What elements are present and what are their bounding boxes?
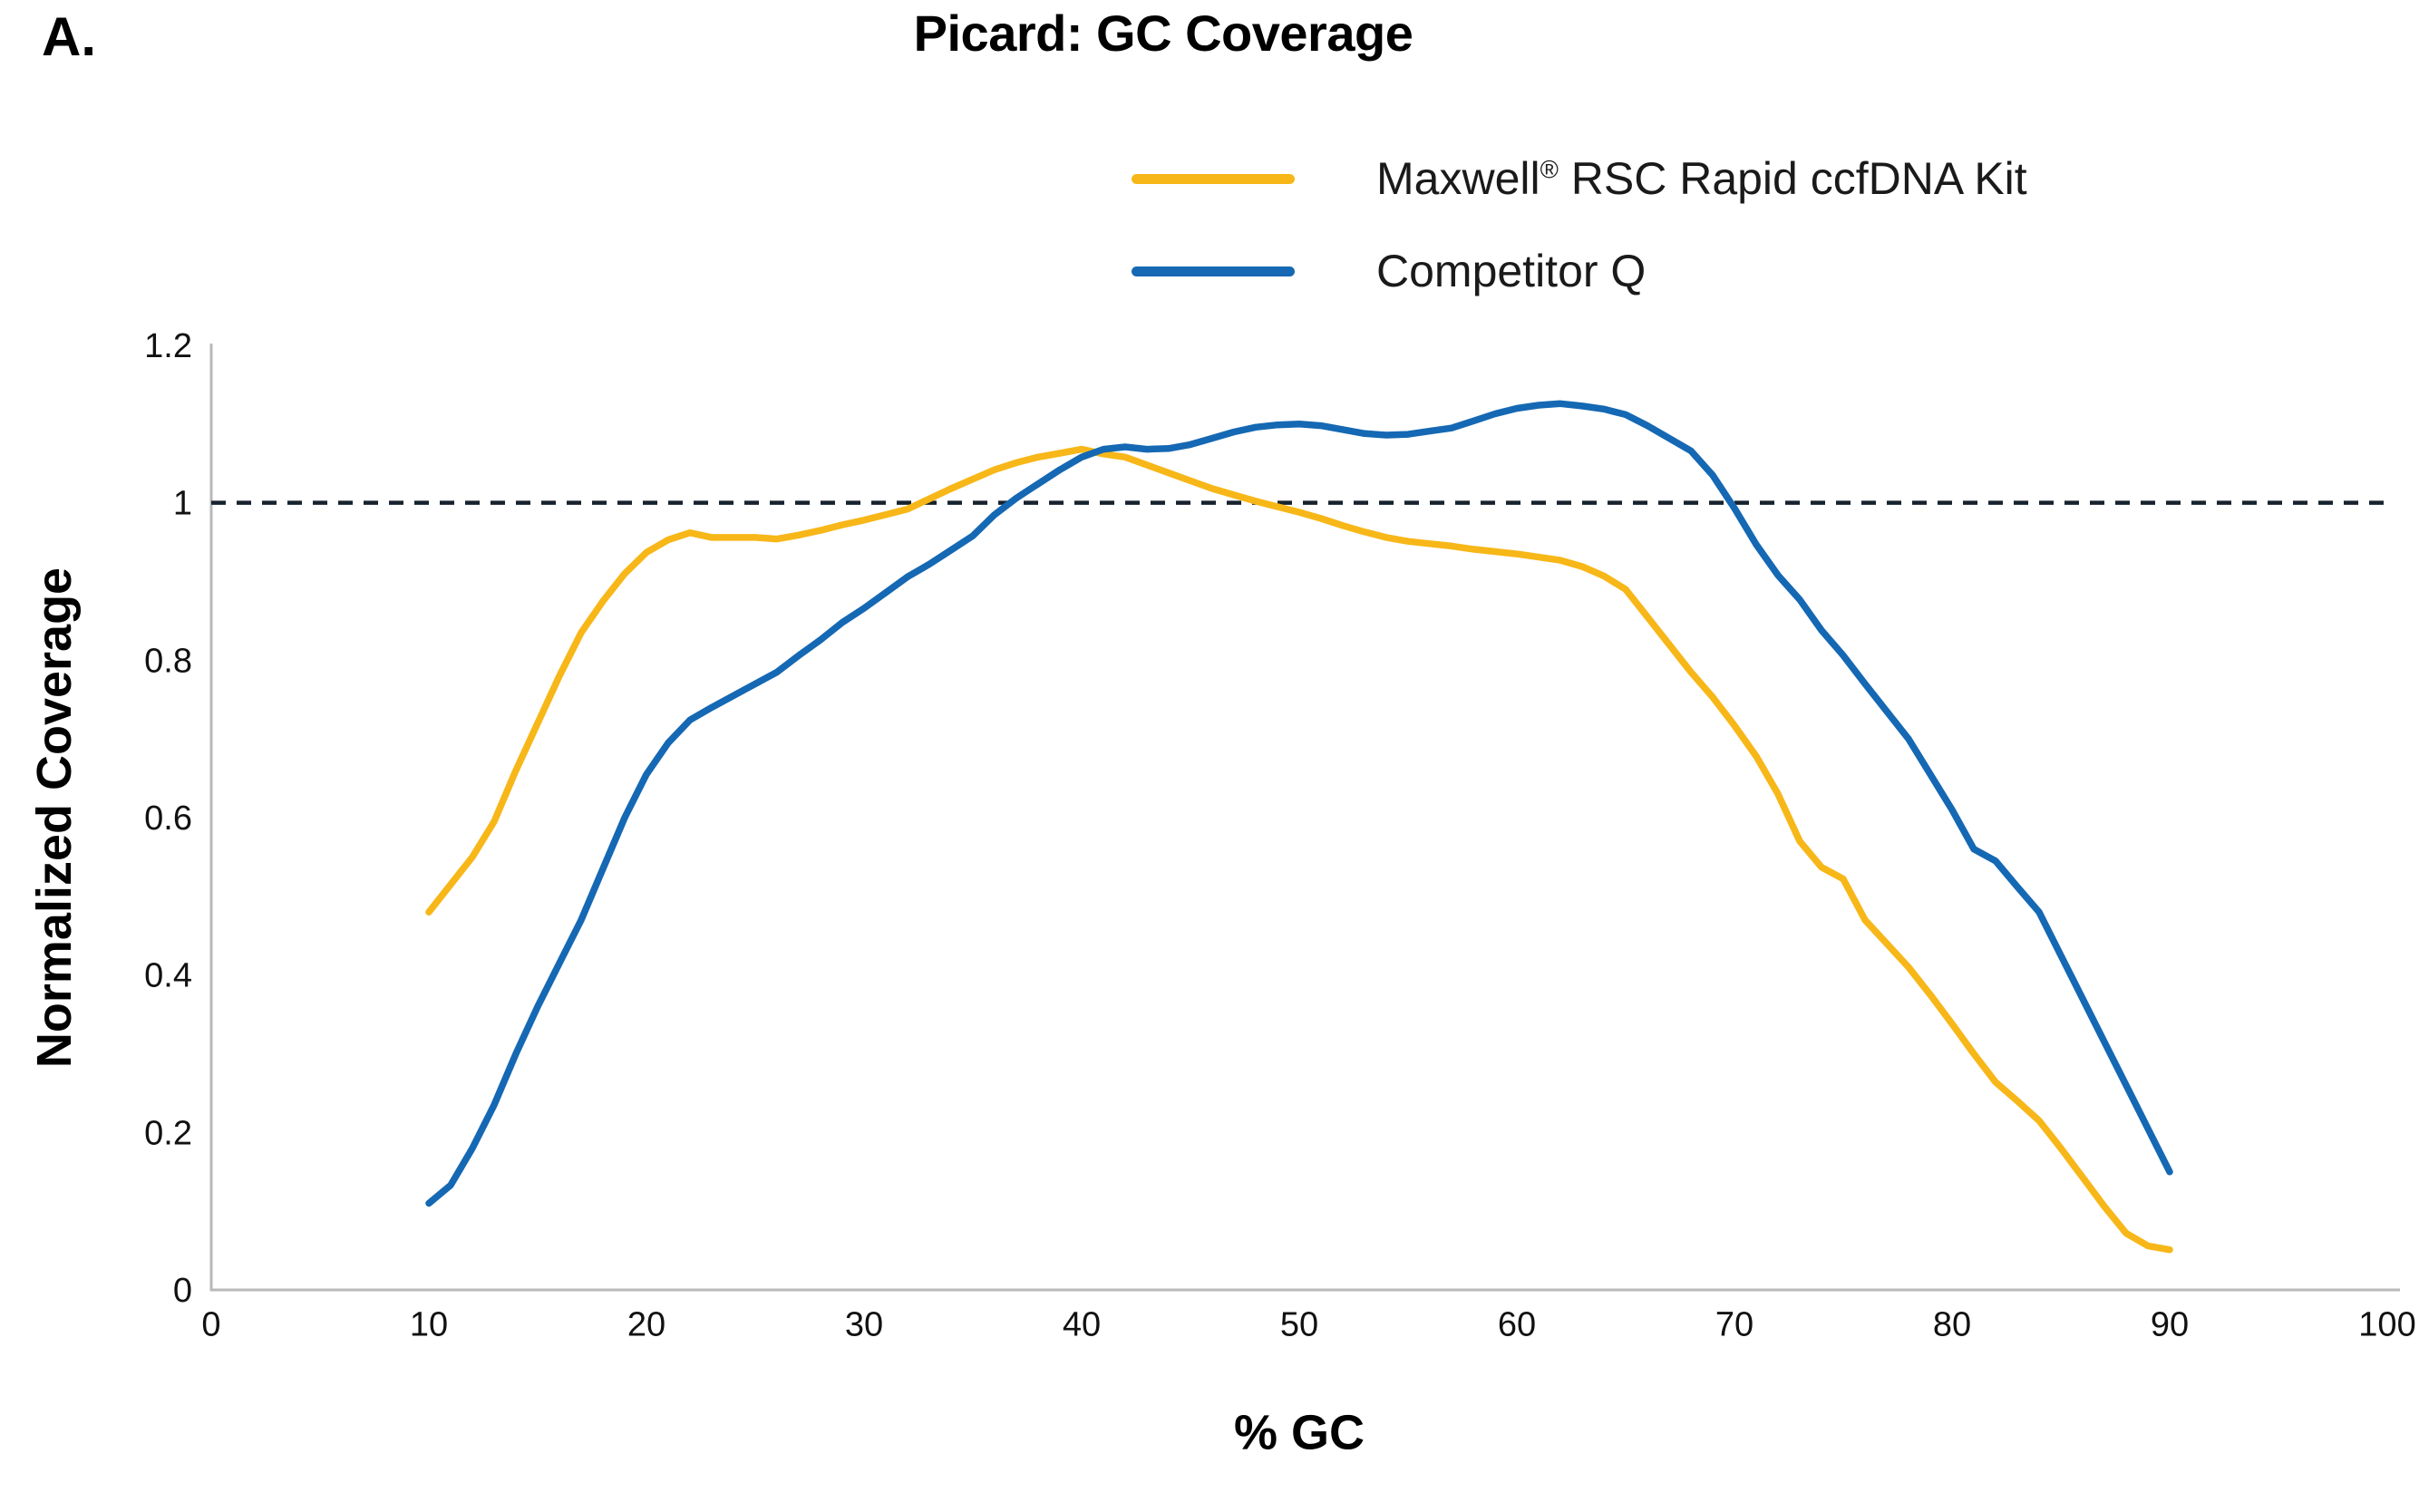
- x-tick-label-100: 100: [2358, 1305, 2415, 1343]
- y-tick-label-0.4: 0.4: [144, 957, 192, 995]
- legend-item-competitor: Competitor Q: [1132, 245, 2027, 297]
- x-tick-label-60: 60: [1498, 1305, 1536, 1343]
- legend-swatch-competitor: [1132, 266, 1295, 276]
- x-tick-label-70: 70: [1715, 1305, 1754, 1343]
- x-tick-label-50: 50: [1280, 1305, 1318, 1343]
- y-tick-label-1.2: 1.2: [144, 327, 192, 365]
- y-axis-title: Normalized Coverage: [27, 567, 82, 1068]
- x-tick-label-10: 10: [410, 1305, 448, 1343]
- y-tick-label-0.8: 0.8: [144, 642, 192, 680]
- y-tick-label-0.6: 0.6: [144, 800, 192, 838]
- series-line-competitor-q: [425, 400, 2173, 1207]
- legend-label-maxwell: Maxwell® RSC Rapid ccfDNA Kit: [1376, 153, 2027, 204]
- legend-swatch-maxwell: [1132, 173, 1295, 184]
- series-line-maxwell: [425, 445, 2173, 1254]
- registered-trademark-icon: ®: [1540, 155, 1559, 184]
- x-tick-label-90: 90: [2151, 1305, 2189, 1343]
- legend-label-competitor: Competitor Q: [1376, 246, 1647, 296]
- panel-label: A.: [42, 6, 96, 67]
- x-tick-label-20: 20: [627, 1305, 665, 1343]
- y-tick-label-0.2: 0.2: [144, 1114, 192, 1152]
- x-tick-label-0: 0: [201, 1305, 220, 1343]
- x-tick-label-80: 80: [1933, 1305, 1971, 1343]
- chart-title: Picard: GC Coverage: [913, 5, 1414, 62]
- y-tick-label-1: 1: [173, 485, 192, 523]
- legend-item-maxwell: Maxwell® RSC Rapid ccfDNA Kit: [1132, 152, 2027, 205]
- x-axis-title: % GC: [1234, 1405, 1365, 1459]
- legend: Maxwell® RSC Rapid ccfDNA Kit Competitor…: [1132, 152, 2027, 337]
- x-tick-label-30: 30: [845, 1305, 883, 1343]
- y-tick-label-0: 0: [173, 1272, 192, 1310]
- x-tick-label-40: 40: [1063, 1305, 1101, 1343]
